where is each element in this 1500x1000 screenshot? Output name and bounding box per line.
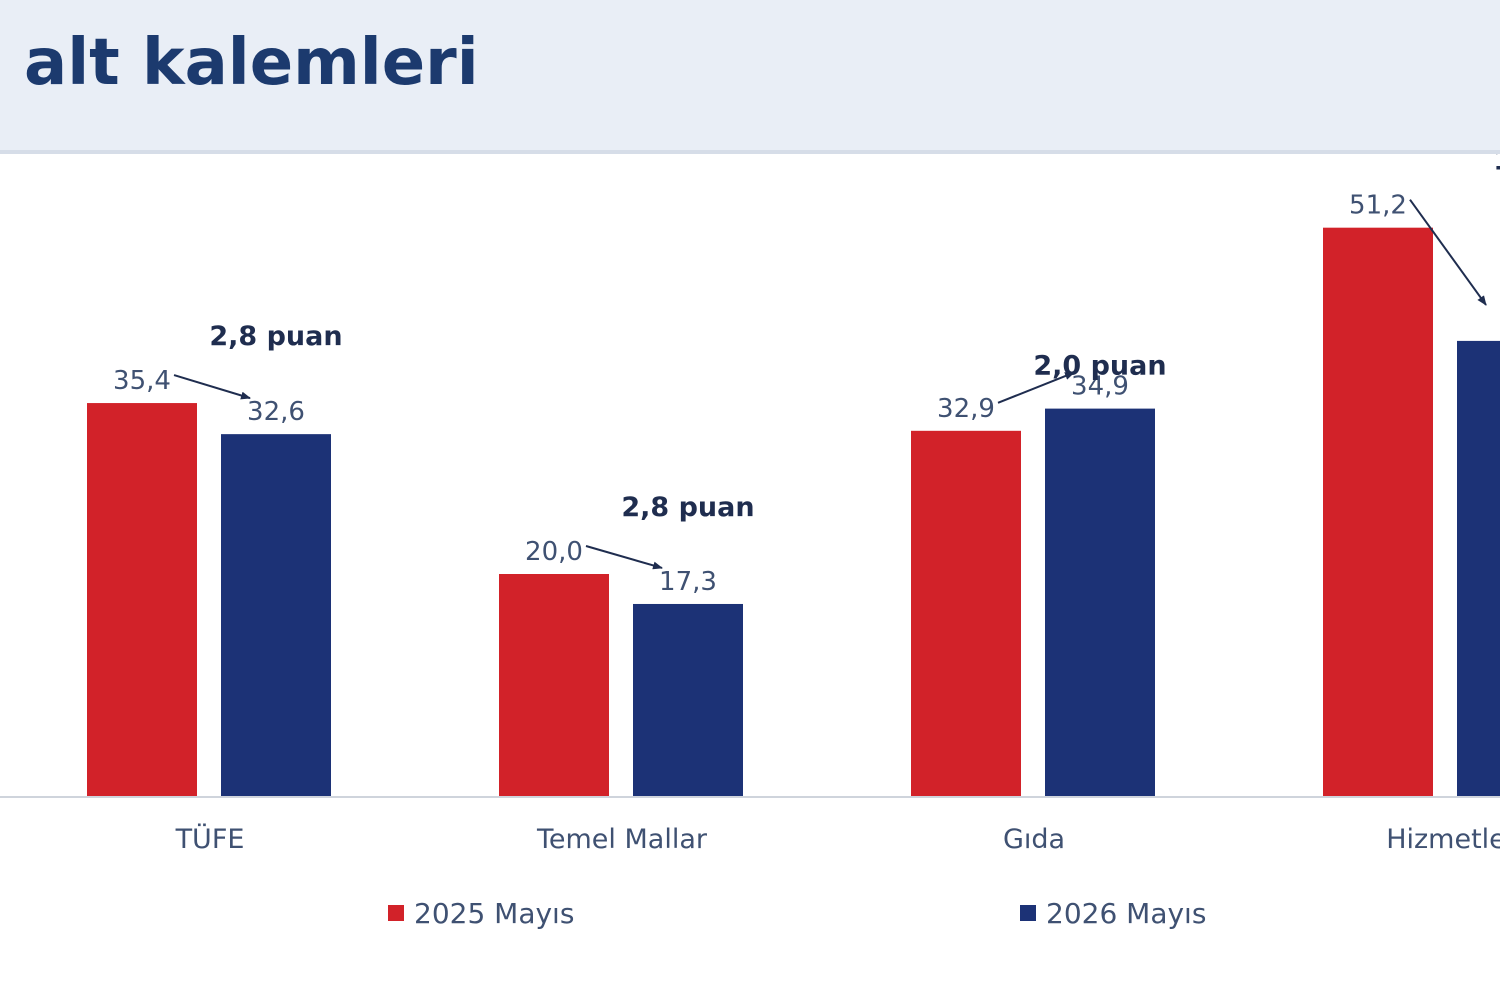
category-label-3: Gıda (1003, 824, 1065, 855)
category-label-4: Hizmetle (1386, 824, 1500, 855)
legend-swatch-2025 (388, 905, 404, 921)
value-label-2026-1: 32,6 (247, 397, 305, 427)
title-bar: E alt kalemleri (0, 0, 1500, 154)
bar-2026-1 (221, 434, 331, 796)
legend-item-2026: 2026 Mayıs (1020, 896, 1207, 930)
bar-chart: 35,432,620,017,332,934,951,24 2,8 puan2,… (0, 154, 1500, 855)
change-arrow-4 (1409, 199, 1487, 306)
legend-label-2025: 2025 Mayıs (414, 896, 575, 930)
bar-2026-4 (1457, 340, 1500, 796)
value-label-2026-3: 34,9 (1071, 372, 1129, 402)
value-label-2025-1: 35,4 (113, 366, 171, 396)
value-label-2025-4: 51,2 (1349, 191, 1407, 221)
change-annotation-3: 2,0 puan (1033, 351, 1166, 382)
category-label-1: TÜFE (175, 823, 245, 855)
bar-2025-4 (1323, 227, 1433, 796)
legend-label-2026: 2026 Mayıs (1046, 896, 1207, 930)
change-annotation-2: 2,8 puan (621, 492, 754, 523)
bar-2025-3 (911, 430, 1021, 796)
bar-2026-3 (1045, 408, 1155, 796)
category-label-2: Temel Mallar (536, 824, 708, 855)
change-arrow-3 (997, 371, 1075, 404)
value-label-2026-2: 17,3 (659, 567, 717, 597)
page-title: E alt kalemleri (0, 26, 479, 100)
change-annotation-4: 10 (1493, 154, 1500, 177)
legend-swatch-2026 (1020, 905, 1036, 921)
change-arrow-1 (173, 374, 251, 400)
value-label-2025-2: 20,0 (525, 537, 583, 567)
change-arrow-2 (585, 545, 663, 570)
change-annotation-1: 2,8 puan (209, 321, 342, 352)
bar-2025-2 (499, 574, 609, 796)
bar-2026-2 (633, 603, 743, 796)
bar-2025-1 (87, 403, 197, 796)
legend-item-2025: 2025 Mayıs (388, 896, 575, 930)
value-label-2025-3: 32,9 (937, 394, 995, 424)
